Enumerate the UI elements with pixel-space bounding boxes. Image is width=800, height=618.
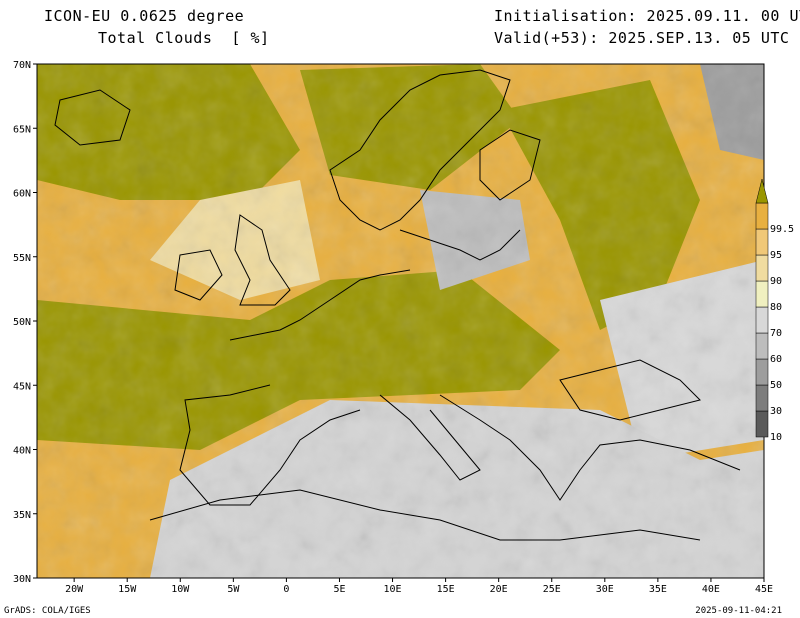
coast-balkans-turkey [439,394,741,501]
variable-title: Total Clouds [ %] [98,29,270,47]
colorbar-label: 99.5 [770,224,794,235]
latitude-axis: 30N 35N 40N 45N 50N 55N 60N 65N 70N [13,60,37,585]
colorbar-label: 60 [770,354,782,365]
lat-tick-label: 55N [13,253,31,264]
lon-tick-label: 35E [649,584,667,595]
footer-credit: GrADS: COLA/IGES [4,606,91,616]
coast-north-africa [149,489,701,541]
lon-tick-label: 5W [227,584,240,595]
lat-tick-label: 60N [13,189,31,200]
coast-iberia [179,384,361,506]
coast-finland [479,129,541,201]
coastlines [54,69,741,541]
coast-ireland [174,249,223,301]
colorbar-label: 30 [770,406,782,417]
lon-tick-label: 10E [384,584,402,595]
coast-north-sea [229,269,411,341]
lat-tick-label: 50N [13,317,31,328]
coast-italy [379,394,481,481]
colorbar-swatch [755,280,769,308]
coast-baltic-south [399,229,521,261]
colorbar-label: 10 [770,432,782,443]
colorbar-swatch [755,228,769,256]
longitude-axis: 20W 15W 10W 5W 0 5E 10E 15E 20E 25E 30E 35E 40E 45E [65,578,773,595]
init-time: Initialisation: 2025.09.11. 00 UTC [494,7,800,25]
colorbar-label: 50 [770,380,782,391]
colorbar-swatch [755,254,769,282]
lon-tick-label: 5E [333,584,345,595]
lat-tick-label: 40N [13,446,31,457]
valid-time: Valid(+53): 2025.SEP.13. 05 UTC [494,29,790,47]
lon-tick-label: 25E [543,584,561,595]
lat-tick-label: 70N [13,60,31,71]
map-field [37,64,764,578]
colorbar-label: 80 [770,302,782,313]
colorbar: 10 30 50 60 70 80 90 95 99.5 [755,178,794,443]
colorbar-swatch [755,332,769,360]
coast-scandinavia [329,69,511,231]
colorbar-swatch [755,384,769,412]
colorbar-swatch [755,202,769,230]
lon-tick-label: 15W [118,584,137,595]
lon-tick-label: 20W [65,584,84,595]
colorbar-swatch [755,306,769,334]
lon-tick-label: 0 [283,584,289,595]
lon-tick-label: 40E [702,584,720,595]
coast-great-britain [234,214,291,306]
coast-iceland [54,89,131,146]
colorbar-swatch [755,358,769,386]
lat-tick-label: 65N [13,124,31,135]
lon-tick-label: 10W [171,584,190,595]
lat-tick-label: 45N [13,381,31,392]
colorbar-label: 90 [770,276,782,287]
lon-tick-label: 45E [755,584,773,595]
colorbar-swatch [755,410,769,438]
colorbar-label: 95 [770,250,782,261]
lat-tick-label: 35N [13,510,31,521]
lon-tick-label: 30E [596,584,614,595]
lon-tick-label: 15E [437,584,455,595]
cloud-texture [37,64,764,578]
colorbar-label: 70 [770,328,782,339]
lat-tick-label: 30N [13,574,31,585]
model-title: ICON-EU 0.0625 degree [44,7,245,25]
coast-black-sea [559,359,701,421]
colorbar-arrow [755,178,769,204]
lon-tick-label: 20E [490,584,508,595]
footer-timestamp: 2025-09-11-04:21 [695,606,782,616]
